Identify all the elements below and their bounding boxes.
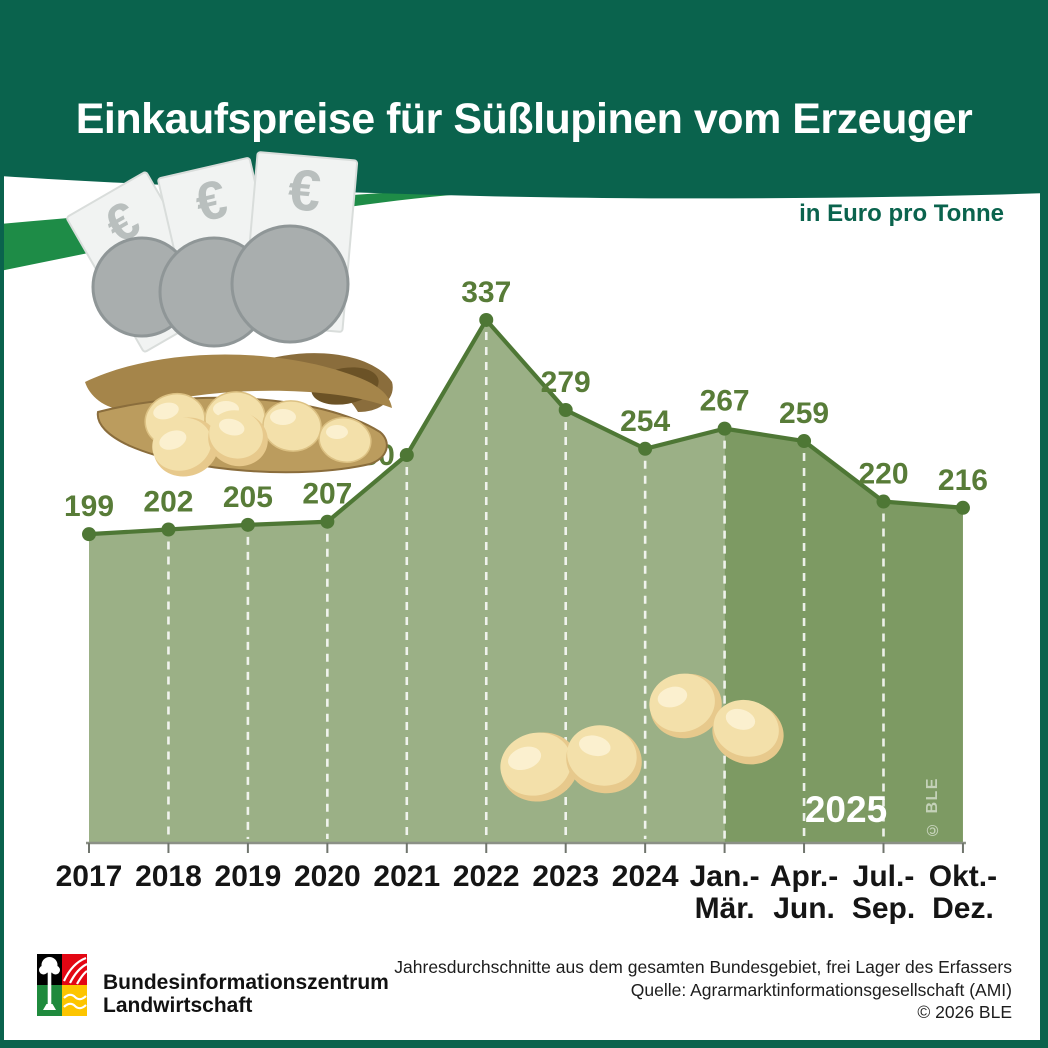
logo-square-red (62, 954, 87, 985)
coins-icon (91, 224, 350, 348)
data-point (876, 494, 891, 509)
x-axis-label: 2023 (532, 860, 599, 893)
ble-watermark: © BLE (924, 777, 941, 838)
lupin-bean-icon (712, 699, 784, 765)
x-axis-label: Jun. (773, 892, 835, 925)
lupin-bean-icon (649, 673, 722, 739)
data-point (558, 402, 573, 417)
footer-source-block: Jahresdurchschnitte aus dem gesamten Bun… (394, 956, 1012, 1024)
org-name-line1: Bundesinformationszentrum (103, 971, 389, 994)
footer-source: Quelle: Agrarmarktinformationsgesellscha… (630, 979, 1012, 1000)
lupin-bean-icon (566, 725, 642, 794)
svg-text:€: € (95, 191, 149, 256)
value-label: 250 (345, 439, 395, 472)
x-axis-label: Okt.- (929, 860, 997, 893)
logo-square-yellow (62, 985, 87, 1016)
price-line (86, 317, 966, 537)
area-fill-2017-2024 (89, 319, 725, 843)
data-point (161, 522, 176, 537)
value-label: 279 (541, 366, 591, 399)
x-axis-label: Jul.- (853, 860, 915, 893)
x-axis-label: 2017 (56, 860, 123, 893)
footer-organization: Bundesinformationszentrum Landwirtschaft (103, 971, 389, 1017)
value-label: 205 (223, 481, 273, 514)
value-label: 267 (700, 385, 750, 418)
data-point (240, 517, 255, 532)
page-title: Einkaufspreise für Süßlupinen vom Erzeug… (75, 94, 973, 143)
footer-copyright: © 2026 BLE (917, 1002, 1012, 1022)
unit-label: in Euro pro Tonne (799, 200, 1004, 227)
svg-text:€: € (286, 157, 324, 225)
x-axis-label: 2019 (215, 860, 282, 893)
frame-border-right (1040, 0, 1048, 1048)
org-name-line2: Landwirtschaft (103, 994, 253, 1017)
euro-banknotes-icon: € € € (66, 151, 359, 353)
x-axis-label: 2020 (294, 860, 361, 893)
value-label: 202 (143, 485, 193, 518)
lupin-beans-icon (152, 410, 268, 477)
x-axis-label: 2022 (453, 860, 520, 893)
value-label: 207 (302, 478, 352, 511)
data-point (320, 514, 335, 529)
frame-border-bottom (0, 1040, 1048, 1048)
svg-text:€: € (190, 169, 233, 234)
value-label: 337 (461, 276, 511, 309)
x-axis-label: Jan.- (690, 860, 760, 893)
water-waves-icon (63, 993, 87, 1010)
logo-square-black (37, 954, 62, 985)
lupin-bean-icon (500, 732, 579, 802)
value-label: 199 (64, 490, 114, 523)
x-axis-label: Sep. (852, 892, 915, 925)
lupin-pod-icon (85, 353, 393, 474)
x-axis-label: 2024 (612, 860, 679, 893)
value-label: 259 (779, 397, 829, 430)
tree-icon (39, 957, 60, 1010)
x-axis-label: 2018 (135, 860, 202, 893)
data-point (955, 500, 970, 515)
value-label: 254 (620, 405, 670, 438)
x-axis-label: Apr.- (770, 860, 838, 893)
x-axis-label: 2021 (373, 860, 440, 893)
logo-square-green (37, 985, 62, 1016)
field-rows-icon (63, 956, 88, 985)
data-point (797, 434, 812, 449)
frame-border-left (0, 0, 4, 1048)
data-point (638, 441, 653, 456)
data-point (479, 312, 494, 327)
data-point (82, 527, 96, 542)
accent-swoosh-stripe (0, 186, 516, 271)
data-point (399, 448, 414, 462)
value-label: 216 (938, 464, 988, 497)
year-2025-annotation: 2025 (804, 789, 888, 830)
data-point (717, 421, 732, 436)
value-label: 220 (858, 458, 908, 491)
x-axis-label: Dez. (932, 892, 994, 925)
x-axis-label: Mär. (695, 892, 755, 925)
footer-note: Jahresdurchschnitte aus dem gesamten Bun… (394, 957, 1012, 977)
